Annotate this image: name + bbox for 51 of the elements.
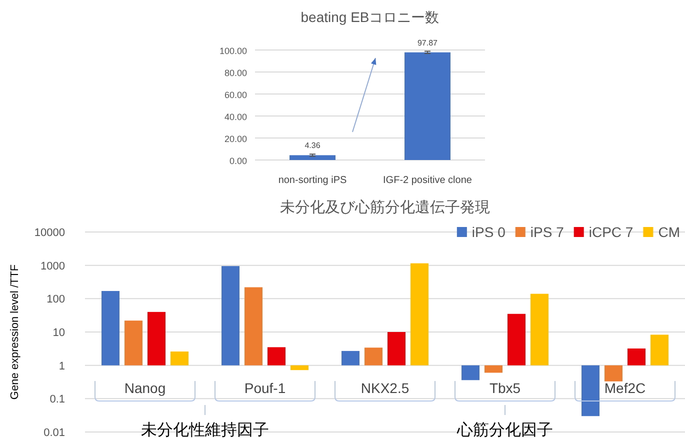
bar	[364, 348, 382, 366]
y-tick-label: 60.00	[224, 90, 247, 100]
legend-label: iPS 7	[530, 224, 564, 240]
bar	[388, 332, 406, 366]
x-tick-label: IGF-2 positive clone	[383, 175, 472, 186]
x-tick-label: non-sorting iPS	[278, 175, 348, 186]
x-tick-label: Nanog	[124, 380, 166, 396]
bar	[462, 365, 480, 380]
bar	[170, 352, 188, 366]
y-tick-label: 1	[58, 360, 65, 372]
bar	[244, 287, 262, 366]
legend-label: iCPC 7	[588, 224, 634, 240]
bar	[410, 263, 428, 366]
bar	[604, 365, 622, 382]
y-tick-label: 0.00	[229, 156, 247, 166]
bar	[530, 294, 548, 366]
bar	[508, 314, 526, 366]
x-tick-label: NKX2.5	[360, 380, 410, 396]
y-tick-label: 0.1	[50, 394, 65, 406]
y-tick-label: 100	[46, 294, 65, 306]
bar	[650, 334, 668, 366]
y-tick-label: 80.00	[224, 68, 247, 78]
y-tick-label: 100.00	[219, 46, 247, 56]
bar	[290, 365, 308, 370]
bar	[268, 347, 286, 366]
y-tick-label: 10000	[34, 227, 65, 239]
y-tick-label: 20.00	[224, 134, 247, 144]
bar	[124, 320, 142, 366]
bar	[222, 266, 240, 366]
bar	[148, 312, 166, 366]
chart-title: beating EBコロニー数	[300, 9, 440, 25]
x-tick-label: Tbx5	[489, 380, 521, 396]
bar	[582, 365, 600, 416]
y-tick-label: 10	[52, 327, 65, 339]
chart-title: 未分化及び心筋分化遺伝子発現	[280, 199, 490, 216]
y-tick-label: 0.01	[44, 427, 65, 438]
bar	[484, 365, 502, 373]
x-tick-label: Pouf-1	[244, 380, 286, 396]
y-axis-title: Gene expression level /TTF	[9, 264, 21, 400]
x-tick-label: Mef2C	[604, 380, 646, 396]
annotation: 心筋分化因子	[456, 421, 553, 438]
data-label: 4.36	[304, 141, 321, 150]
bar	[628, 348, 646, 366]
legend-label: CM	[658, 224, 680, 240]
y-tick-label: 1000	[40, 260, 65, 272]
y-tick-label: 40.00	[224, 112, 247, 122]
bar	[102, 290, 120, 366]
legend-label: iPS 0	[472, 224, 506, 240]
annotation: 未分化性維持因子	[141, 421, 269, 438]
data-label: 97.87	[417, 38, 438, 48]
bar	[342, 350, 360, 366]
